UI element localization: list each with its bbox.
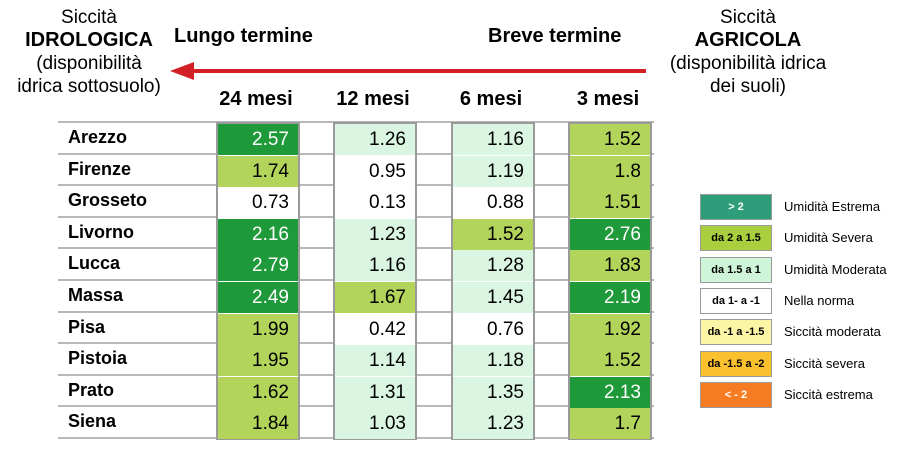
legend-label: Siccità severa	[784, 356, 865, 371]
value-cell: 1.52	[570, 345, 650, 376]
agri-line3: (disponibilità idrica	[669, 53, 827, 74]
value-cell: 1.26	[335, 124, 415, 155]
arrow-head	[170, 62, 194, 80]
column-header: 6 mesi	[459, 88, 523, 110]
value-cell: 1.31	[335, 377, 415, 408]
value-cell: 1.35	[453, 377, 533, 408]
row-label: Siena	[68, 411, 117, 431]
value-cell: 1.19	[453, 156, 533, 187]
hydro-line3: (disponibilità	[36, 53, 142, 74]
value-cell: 0.76	[453, 314, 533, 345]
hydro-line2: IDROLOGICA	[25, 29, 153, 51]
column-header: 24 mesi	[219, 88, 293, 110]
value-cell: 1.18	[453, 345, 533, 376]
column-frame: 2.57 1.74 0.73 2.16 2.79 2.49 1.99 1.95 1.62 1.84	[216, 122, 300, 440]
value-cell: 0.95	[335, 156, 415, 187]
value-cell: 1.83	[570, 250, 650, 281]
value-cell: 2.76	[570, 219, 650, 250]
row-label: Arezzo	[68, 127, 128, 147]
value-cell: 2.57	[218, 124, 298, 155]
hydro-line4: idrica sottosuolo)	[17, 76, 161, 97]
legend-swatch: da 1.5 a 1	[700, 257, 772, 283]
value-cell: 1.51	[570, 187, 650, 218]
value-cell: 2.13	[570, 377, 650, 408]
row-label: Firenze	[68, 159, 132, 179]
long-term-label: Lungo termine	[174, 25, 313, 47]
hydrological-drought-title: Siccità IDROLOGICA (disponibilità idrica…	[6, 6, 172, 98]
agri-line2: AGRICOLA	[694, 29, 802, 51]
value-cell: 2.16	[218, 219, 298, 250]
value-cell: 0.42	[335, 314, 415, 345]
legend-label: Nella norma	[784, 293, 855, 308]
value-cell: 1.23	[335, 219, 415, 250]
value-cell: 1.52	[570, 124, 650, 155]
value-cell: 1.74	[218, 156, 298, 187]
legend-swatch: da 1- a -1	[700, 288, 772, 314]
column-header: 12 mesi	[336, 88, 410, 110]
agri-line4: dei suoli)	[709, 76, 787, 97]
value-cell: 1.99	[218, 314, 298, 345]
row-label: Pisa	[68, 317, 106, 337]
value-cell: 1.95	[218, 345, 298, 376]
legend-swatch: < - 2	[700, 382, 772, 408]
value-cell: 1.67	[335, 282, 415, 313]
legend-swatch: da -1.5 a -2	[700, 351, 772, 377]
value-cell: 2.49	[218, 282, 298, 313]
value-cell: 0.88	[453, 187, 533, 218]
legend-label: Umidità Estrema	[784, 199, 881, 214]
row-label: Livorno	[68, 222, 134, 242]
value-cell: 1.52	[453, 219, 533, 250]
value-cell: 1.62	[218, 377, 298, 408]
legend-label: Siccità estrema	[784, 387, 873, 402]
legend-swatch: da -1 a -1.5	[700, 319, 772, 345]
hydro-line1: Siccità	[61, 7, 117, 28]
row-label: Pistoia	[68, 348, 128, 368]
value-cell: 1.28	[453, 250, 533, 281]
agricultural-drought-title: Siccità AGRICOLA (disponibilità idrica d…	[656, 6, 840, 98]
row-label: Grosseto	[68, 190, 148, 210]
value-cell: 1.8	[570, 156, 650, 187]
legend-swatch: da 2 a 1.5	[700, 225, 772, 251]
legend-label: Umidità Severa	[784, 230, 873, 245]
column-frame: 1.26 0.95 0.13 1.23 1.16 1.67 0.42 1.14 1.31 1.03	[333, 122, 417, 440]
value-cell: 1.84	[218, 408, 298, 439]
value-cell: 1.7	[570, 408, 650, 439]
value-cell: 1.16	[453, 124, 533, 155]
column-frame: 1.16 1.19 0.88 1.52 1.28 1.45 0.76 1.18 1.35 1.23	[451, 122, 535, 440]
value-cell: 0.13	[335, 187, 415, 218]
value-cell: 0.73	[218, 187, 298, 218]
value-cell: 1.92	[570, 314, 650, 345]
value-cell: 1.03	[335, 408, 415, 439]
value-cell: 1.45	[453, 282, 533, 313]
value-cell: 1.16	[335, 250, 415, 281]
value-cell: 1.23	[453, 408, 533, 439]
value-cell: 1.14	[335, 345, 415, 376]
row-label: Prato	[68, 380, 115, 400]
row-label: Lucca	[68, 253, 121, 273]
legend-label: Umidità Moderata	[784, 262, 887, 277]
legend-label: Siccità moderata	[784, 324, 881, 339]
legend-swatch: > 2	[700, 194, 772, 220]
agri-line1: Siccità	[720, 7, 776, 28]
time-direction-arrow	[170, 62, 646, 80]
column-frame: 1.52 1.8 1.51 2.76 1.83 2.19 1.92 1.52 2.13 1.7	[568, 122, 652, 440]
value-cell: 2.19	[570, 282, 650, 313]
row-label: Massa	[68, 285, 124, 305]
column-header: 3 mesi	[576, 88, 640, 110]
value-cell: 2.79	[218, 250, 298, 281]
short-term-label: Breve termine	[488, 25, 622, 47]
